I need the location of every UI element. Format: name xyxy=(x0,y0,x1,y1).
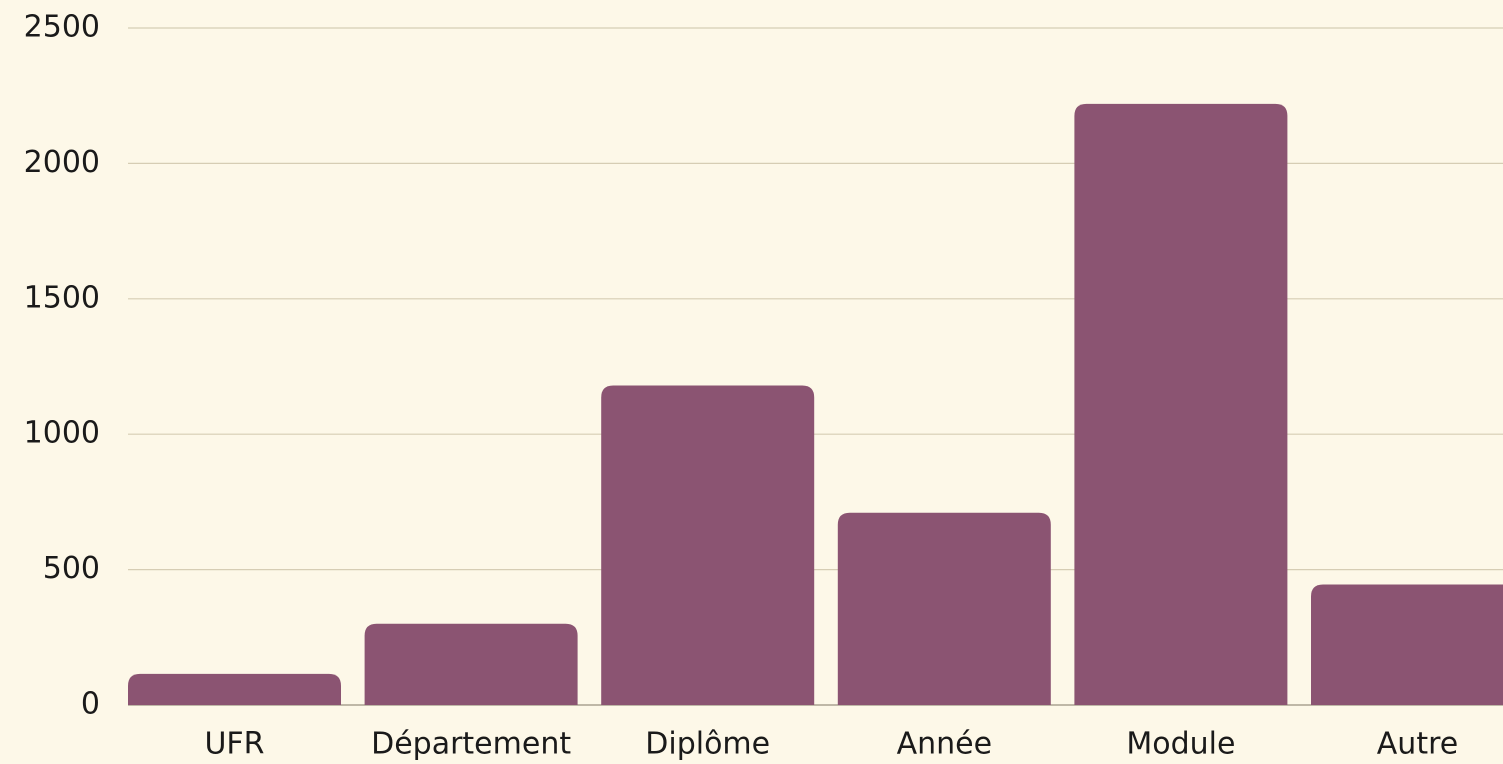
bar xyxy=(1311,584,1503,705)
bar xyxy=(364,623,578,705)
bar xyxy=(128,673,341,705)
bar xyxy=(1074,103,1288,706)
x-tick-label: Département xyxy=(371,727,571,762)
x-tick-label: UFR xyxy=(204,727,264,762)
y-tick-label: 2500 xyxy=(24,10,100,45)
y-tick-label: 0 xyxy=(81,687,100,722)
y-tick-label: 500 xyxy=(43,551,100,586)
y-tick-label: 2000 xyxy=(24,145,100,180)
x-tick-label: Diplôme xyxy=(645,727,770,762)
x-tick-label: Module xyxy=(1126,727,1235,762)
bar xyxy=(601,385,815,705)
x-tick-label: Autre xyxy=(1377,727,1458,762)
y-tick-label: 1000 xyxy=(24,416,100,451)
bar xyxy=(837,512,1051,705)
x-tick-label: Année xyxy=(897,727,992,762)
y-tick-label: 1500 xyxy=(24,280,100,315)
